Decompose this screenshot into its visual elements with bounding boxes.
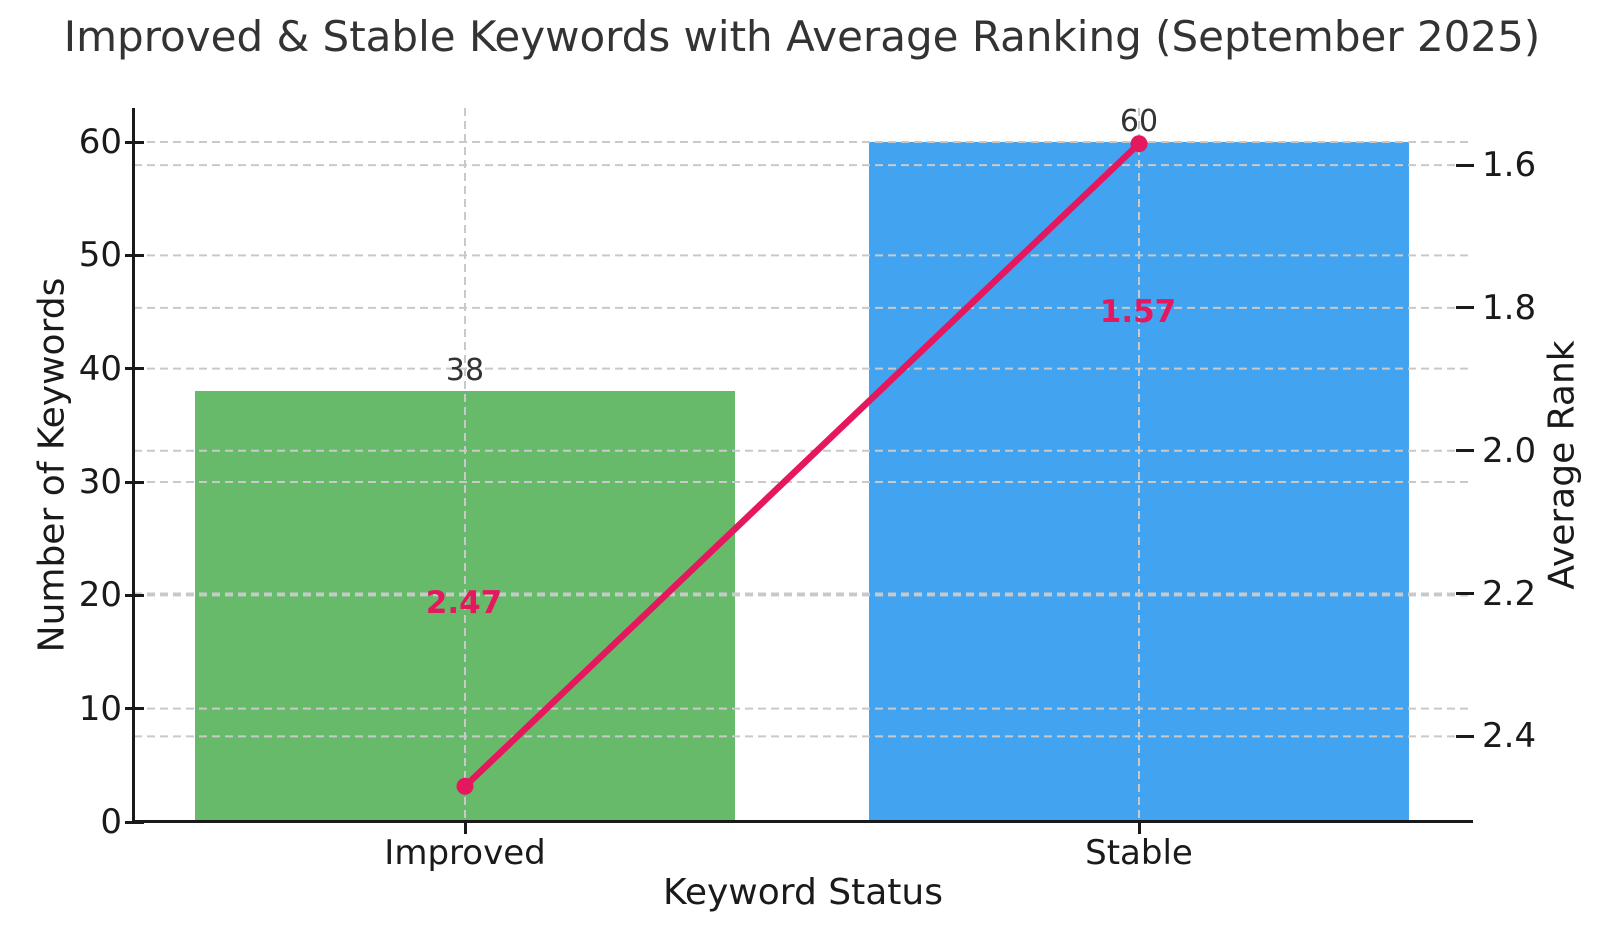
- y-right-tick-1.6: [1456, 163, 1474, 167]
- y-axis-left-spine: [131, 108, 135, 824]
- gridlines-and-rank-line: [134, 108, 1470, 822]
- y-left-tick-label-0: 0: [100, 802, 122, 842]
- rank-value-label-stable: 1.57: [1099, 293, 1177, 330]
- rank-marker-stable: [1130, 135, 1148, 153]
- bar-value-label-improved: 38: [445, 353, 485, 389]
- y-left-tick-20: [125, 593, 144, 597]
- y-left-tick-0: [125, 820, 144, 824]
- y-left-tick-60: [125, 140, 144, 144]
- y-left-tick-30: [125, 480, 144, 484]
- rank-value-label-improved: 2.47: [425, 585, 503, 622]
- x-tick-improved: [463, 822, 467, 834]
- bar-value-label-stable: 60: [1119, 104, 1159, 139]
- y-left-tick-label-30: 30: [78, 462, 122, 502]
- x-axis-title: Keyword Status: [663, 872, 943, 913]
- y-right-tick-2.2: [1456, 592, 1474, 596]
- x-tick-label-improved: Improved: [384, 833, 546, 873]
- chart-title: Improved & Stable Keywords with Average …: [63, 12, 1541, 61]
- x-axis-spine: [131, 820, 1473, 823]
- y-right-tick-2.4: [1456, 734, 1474, 738]
- plot-area: 38 60 2.47 1.57: [134, 104, 1470, 822]
- y-right-tick-2.0: [1456, 449, 1474, 453]
- y-left-tick-40: [125, 367, 144, 371]
- average-rank-line: [461, 140, 1143, 790]
- y-right-tick-label-2.4: 2.4: [1482, 716, 1537, 757]
- y-left-tick-label-50: 50: [78, 235, 122, 276]
- y-right-tick-1.8: [1456, 306, 1474, 310]
- y-left-tick-label-20: 20: [78, 575, 122, 616]
- y-left-tick-label-60: 60: [78, 122, 122, 162]
- right-axis-title: Average Rank: [1541, 340, 1583, 590]
- y-left-tick-10: [125, 707, 144, 711]
- y-left-tick-label-40: 40: [78, 348, 122, 389]
- y-left-tick-50: [125, 253, 144, 257]
- y-right-tick-label-1.6: 1.6: [1482, 145, 1537, 186]
- rank-marker-improved: [456, 777, 474, 795]
- y-right-tick-label-1.8: 1.8: [1482, 287, 1537, 328]
- y-left-tick-label-10: 10: [78, 688, 122, 729]
- x-tick-label-stable: Stable: [1085, 833, 1193, 873]
- x-tick-stable: [1137, 822, 1141, 834]
- y-right-tick-label-2.2: 2.2: [1482, 573, 1537, 614]
- y-right-tick-label-2.0: 2.0: [1482, 430, 1537, 471]
